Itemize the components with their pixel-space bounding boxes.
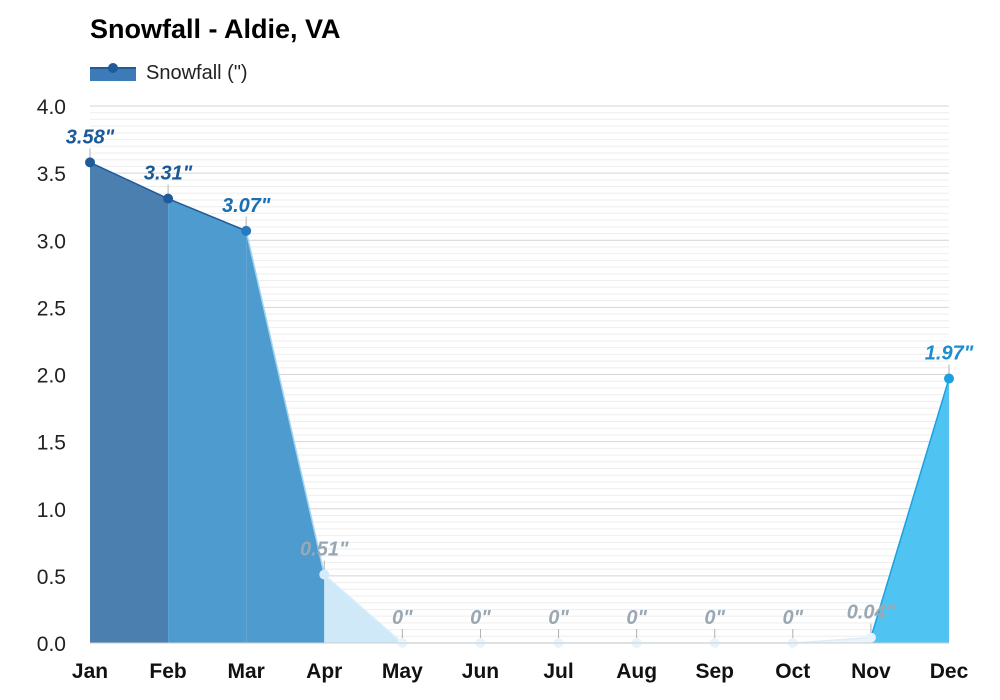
- data-label: 0": [704, 607, 725, 629]
- data-point-jan: [85, 157, 95, 168]
- legend-dot-icon: [108, 62, 118, 73]
- legend[interactable]: Snowfall ("): [90, 62, 248, 85]
- y-tick-label: 3.5: [37, 163, 66, 186]
- x-tick-label: Jun: [462, 660, 499, 683]
- series-line: [167, 197, 247, 232]
- data-label: 0": [470, 607, 491, 629]
- series-line: [870, 378, 950, 638]
- data-label: 0.04": [847, 602, 896, 624]
- legend-label: Snowfall ("): [146, 62, 248, 84]
- data-label: 3.07": [222, 195, 271, 217]
- data-point-mar: [241, 225, 252, 236]
- x-tick-label: Apr: [306, 660, 342, 683]
- area-segment-jan: [90, 162, 169, 643]
- data-point-nov: [865, 632, 876, 643]
- series-line: [245, 230, 326, 575]
- data-label: 3.31": [144, 163, 193, 185]
- data-point-apr: [319, 569, 330, 580]
- y-tick-label: 0.0: [37, 633, 66, 656]
- data-label: 0": [626, 607, 647, 629]
- data-label: 0.51": [300, 539, 349, 561]
- data-point-feb: [163, 193, 174, 204]
- data-label: 1.97": [925, 343, 974, 365]
- series-line: [323, 573, 403, 644]
- area-segment-mar: [246, 230, 325, 644]
- data-label: 0": [783, 607, 804, 629]
- y-tick-label: 2.5: [37, 297, 66, 320]
- y-tick-label: 2.0: [37, 365, 66, 388]
- x-tick-label: Mar: [228, 660, 265, 683]
- legend-swatch: [90, 62, 136, 81]
- data-label: 3.58": [66, 126, 115, 148]
- y-tick-label: 0.5: [37, 566, 66, 589]
- area-segment-feb: [168, 198, 247, 643]
- x-tick-label: Aug: [616, 660, 657, 683]
- x-tick-label: Jul: [543, 660, 573, 683]
- y-tick-label: 4.0: [37, 96, 66, 119]
- x-tick-label: Jan: [72, 660, 108, 683]
- y-tick-label: 1.5: [37, 432, 66, 455]
- series-line: [89, 161, 169, 200]
- data-point-dec: [944, 373, 954, 384]
- data-label: 0": [548, 607, 569, 629]
- data-label: 0": [392, 607, 413, 629]
- x-tick-label: Dec: [930, 660, 969, 683]
- y-tick-label: 3.0: [37, 230, 66, 253]
- series-line: [792, 636, 871, 644]
- x-tick-label: Oct: [775, 660, 810, 683]
- x-tick-label: Nov: [851, 660, 891, 683]
- chart-title: Snowfall - Aldie, VA: [90, 14, 341, 44]
- y-tick-label: 1.0: [37, 499, 66, 522]
- x-tick-label: Sep: [695, 660, 734, 683]
- x-tick-label: Feb: [149, 660, 186, 683]
- x-tick-label: May: [382, 660, 423, 683]
